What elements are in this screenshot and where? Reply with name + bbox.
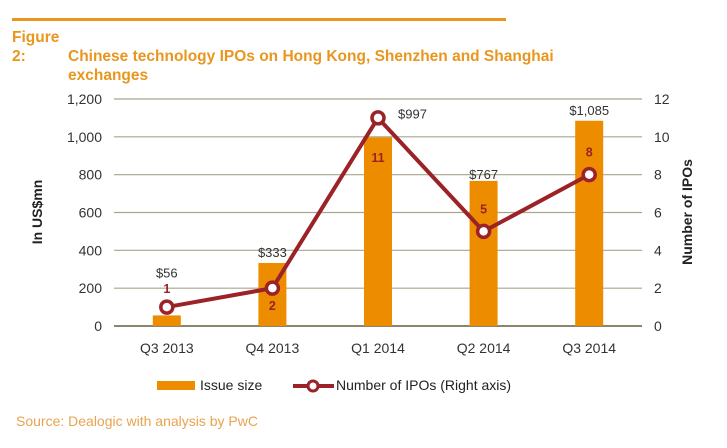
ipo-count-label: 2: [269, 299, 276, 313]
y2-axis-label: Number of IPOs: [679, 159, 695, 265]
title-prefix: Figure 2:: [12, 29, 60, 65]
marker-number-of-ipos: [581, 166, 597, 183]
bar-data-label: $56: [156, 265, 178, 280]
marker-number-of-ipos: [264, 280, 281, 296]
ipo-count-label: 5: [480, 202, 487, 216]
bar-issue-size: [575, 120, 604, 326]
bar-data-label: $333: [258, 245, 287, 260]
marker-number-of-ipos: [370, 110, 386, 126]
y-tick-label: 600: [79, 205, 103, 221]
y-tick-label: 0: [94, 318, 102, 334]
x-tick-label: Q3 2014: [562, 340, 616, 356]
y-tick-label: 800: [79, 167, 103, 183]
y2-tick-label: 0: [654, 318, 662, 334]
y2-tick-label: 10: [654, 129, 670, 145]
y2-tick-label: 12: [654, 91, 670, 107]
y-tick-label: 400: [79, 242, 103, 258]
x-tick-label: Q1 2014: [351, 340, 405, 356]
bar-data-label: $1,085: [569, 103, 609, 118]
x-tick-label: Q3 2013: [140, 340, 194, 356]
y2-tick-label: 2: [654, 280, 662, 296]
bar-issue-size: [469, 180, 498, 326]
y-tick-label: 200: [79, 280, 103, 296]
marker-number-of-ipos: [475, 223, 492, 240]
legend-label-ipos: Number of IPOs (Right axis): [336, 377, 511, 393]
source-note: Source: Dealogic with analysis by PwC: [16, 413, 258, 429]
y2-tick-label: 4: [654, 242, 662, 258]
y-tick-label: 1,000: [67, 129, 102, 145]
bar-issue-size: [364, 137, 392, 326]
y2-tick-label: 6: [654, 205, 662, 221]
bar-data-label: $997: [398, 106, 427, 121]
ipo-count-label: 8: [586, 146, 593, 160]
marker-number-of-ipos: [159, 299, 175, 315]
x-tick-label: Q4 2013: [246, 340, 300, 356]
title-line-2: exchanges: [68, 67, 149, 84]
title-rule: [12, 18, 506, 21]
y2-tick-label: 8: [654, 167, 662, 183]
legend: Issue size Number of IPOs (Right axis): [157, 377, 511, 393]
ipo-count-label: 1: [163, 282, 170, 296]
title-line-1: Chinese technology IPOs on Hong Kong, Sh…: [68, 48, 554, 65]
legend-label-issue-size: Issue size: [200, 377, 262, 393]
y-tick-label: 1,200: [67, 91, 102, 107]
bar-data-label: $767: [469, 167, 498, 182]
ipo-count-label: 11: [371, 151, 384, 165]
legend-swatch-ipos-marker: [306, 379, 320, 393]
chart-title: Figure 2: Chinese technology IPOs on Hong…: [12, 28, 554, 85]
y-axis-label: In US$mn: [29, 180, 45, 245]
x-tick-label: Q2 2014: [457, 340, 511, 356]
legend-swatch-issue-size: [157, 381, 195, 390]
bar-issue-size: [152, 315, 181, 326]
